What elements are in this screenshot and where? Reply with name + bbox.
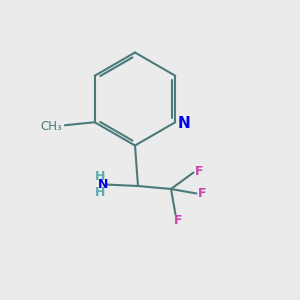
Text: F: F <box>198 187 206 200</box>
Text: F: F <box>174 214 182 227</box>
Text: N: N <box>98 178 108 191</box>
Text: CH₃: CH₃ <box>41 120 62 133</box>
Text: N: N <box>177 116 190 131</box>
Text: H: H <box>94 170 105 184</box>
Text: F: F <box>195 165 203 178</box>
Text: H: H <box>94 186 105 200</box>
